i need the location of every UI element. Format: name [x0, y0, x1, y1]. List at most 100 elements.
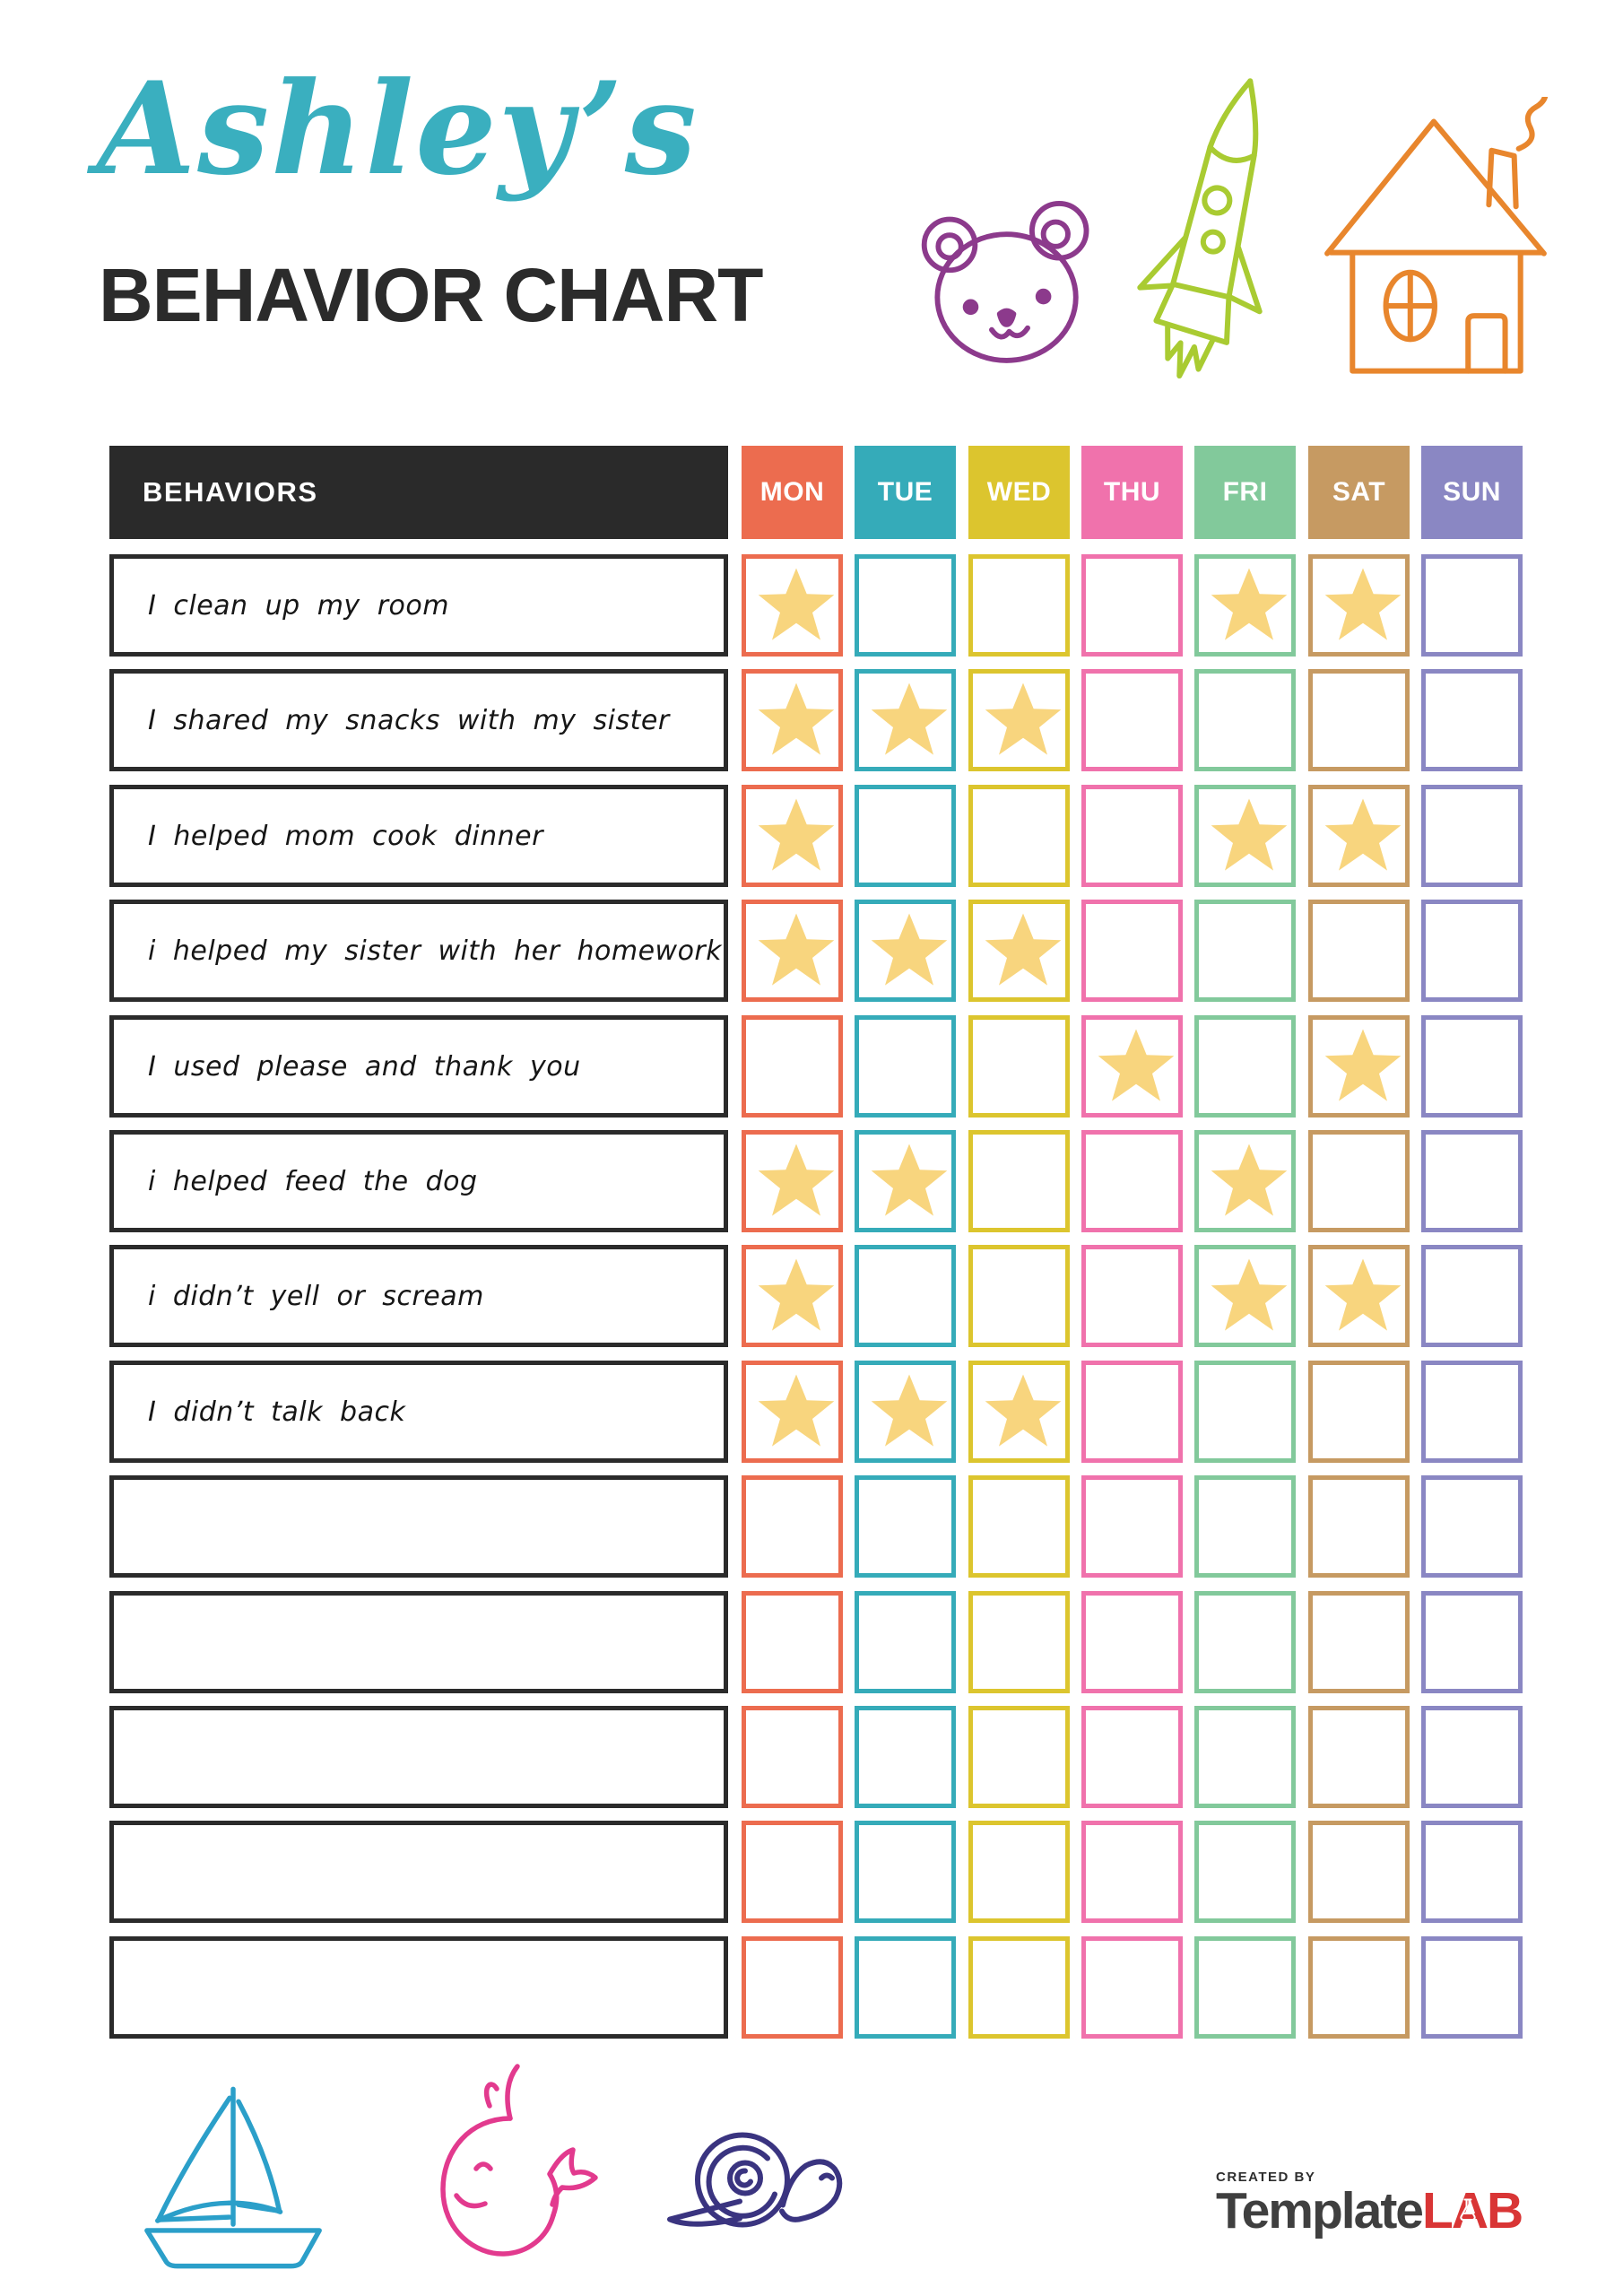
- star-icon: [871, 1374, 948, 1447]
- behavior-text: i didn’t yell or scream: [148, 1280, 484, 1312]
- cell-r4-wed: [968, 900, 1070, 1002]
- star-icon: [758, 683, 835, 755]
- cell-r10-sun: [1421, 1591, 1523, 1693]
- star-icon: [985, 1374, 1062, 1447]
- cell-r11-tue: [855, 1706, 956, 1808]
- cell-r3-sat: [1308, 785, 1410, 887]
- created-by-label: CREATED BY: [1216, 2170, 1316, 2185]
- cell-r2-tue: [855, 669, 956, 771]
- cell-r8-sat: [1308, 1361, 1410, 1463]
- behavior-row-label: I didn’t talk back: [109, 1361, 728, 1463]
- cell-r4-fri: [1194, 900, 1296, 1002]
- cell-r3-thu: [1081, 785, 1183, 887]
- behavior-text: i helped my sister with her homework: [148, 935, 723, 967]
- cell-r5-sun: [1421, 1015, 1523, 1118]
- whale-doodle-icon: [440, 2064, 598, 2257]
- brand-wordmark: TemplateLAB: [1216, 2186, 1523, 2237]
- cell-r10-wed: [968, 1591, 1070, 1693]
- cell-r7-tue: [855, 1245, 956, 1347]
- cell-r7-sat: [1308, 1245, 1410, 1347]
- cell-r6-sun: [1421, 1130, 1523, 1232]
- behavior-text: i helped feed the dog: [148, 1165, 478, 1197]
- behavior-row-label: [109, 1706, 728, 1808]
- star-icon: [985, 683, 1062, 755]
- behavior-row-label: I clean up my room: [109, 554, 728, 657]
- cell-r11-mon: [742, 1706, 843, 1808]
- behavior-text: I shared my snacks with my sister: [148, 704, 670, 736]
- day-header-sun: SUN: [1421, 446, 1523, 539]
- star-icon: [758, 1258, 835, 1331]
- day-header-sat: SAT: [1308, 446, 1410, 539]
- sailboat-doodle-icon: [144, 2086, 322, 2269]
- day-header-mon: MON: [742, 446, 843, 539]
- cell-r7-wed: [968, 1245, 1070, 1347]
- cell-r2-fri: [1194, 669, 1296, 771]
- page-title: BEHAVIOR CHART: [99, 253, 763, 337]
- star-icon: [1211, 1258, 1288, 1331]
- cell-r8-tue: [855, 1361, 956, 1463]
- cell-r3-mon: [742, 785, 843, 887]
- cell-r2-mon: [742, 669, 843, 771]
- cell-r8-fri: [1194, 1361, 1296, 1463]
- star-icon: [1324, 798, 1402, 871]
- behavior-text: I helped mom cook dinner: [148, 820, 543, 852]
- cell-r10-thu: [1081, 1591, 1183, 1693]
- cell-r1-sun: [1421, 554, 1523, 657]
- behavior-text: I clean up my room: [148, 589, 449, 622]
- cell-r6-tue: [855, 1130, 956, 1232]
- cell-r13-tue: [855, 1936, 956, 2039]
- cell-r6-fri: [1194, 1130, 1296, 1232]
- cell-r12-mon: [742, 1821, 843, 1923]
- cell-r8-sun: [1421, 1361, 1523, 1463]
- cell-r5-thu: [1081, 1015, 1183, 1118]
- cell-r8-mon: [742, 1361, 843, 1463]
- behavior-text: I didn’t talk back: [148, 1396, 406, 1428]
- cell-r12-wed: [968, 1821, 1070, 1923]
- cell-r6-thu: [1081, 1130, 1183, 1232]
- star-icon: [1211, 568, 1288, 640]
- behavior-row-label: [109, 1821, 728, 1923]
- cell-r13-sun: [1421, 1936, 1523, 2039]
- cell-r11-thu: [1081, 1706, 1183, 1808]
- star-icon: [758, 798, 835, 871]
- behavior-text: I used please and thank you: [148, 1050, 581, 1083]
- cell-r2-sun: [1421, 669, 1523, 771]
- behavior-row-label: I shared my snacks with my sister: [109, 669, 728, 771]
- cell-r12-sat: [1308, 1821, 1410, 1923]
- cell-r10-fri: [1194, 1591, 1296, 1693]
- cell-r13-sat: [1308, 1936, 1410, 2039]
- star-icon: [871, 683, 948, 755]
- star-icon: [758, 568, 835, 640]
- star-icon: [1324, 568, 1402, 640]
- star-icon: [758, 1374, 835, 1447]
- behaviors-column-header: BEHAVIORS: [109, 446, 728, 539]
- cell-r7-fri: [1194, 1245, 1296, 1347]
- cell-r11-sat: [1308, 1706, 1410, 1808]
- flask-icon: [1460, 2198, 1476, 2221]
- star-icon: [758, 913, 835, 986]
- cell-r11-wed: [968, 1706, 1070, 1808]
- day-header-fri: FRI: [1194, 446, 1296, 539]
- cell-r1-tue: [855, 554, 956, 657]
- cell-r13-mon: [742, 1936, 843, 2039]
- cell-r9-mon: [742, 1475, 843, 1578]
- bear-doodle-icon: [921, 201, 1089, 363]
- behavior-row-label: i didn’t yell or scream: [109, 1245, 728, 1347]
- cell-r11-sun: [1421, 1706, 1523, 1808]
- cell-r12-sun: [1421, 1821, 1523, 1923]
- cell-r10-mon: [742, 1591, 843, 1693]
- cell-r4-mon: [742, 900, 843, 1002]
- cell-r3-tue: [855, 785, 956, 887]
- star-icon: [1324, 1029, 1402, 1101]
- cell-r13-fri: [1194, 1936, 1296, 2039]
- cell-r9-tue: [855, 1475, 956, 1578]
- cell-r13-wed: [968, 1936, 1070, 2039]
- cell-r11-fri: [1194, 1706, 1296, 1808]
- cell-r1-wed: [968, 554, 1070, 657]
- creator-logo: CREATED BY TemplateLAB: [1216, 2170, 1523, 2237]
- cell-r3-sun: [1421, 785, 1523, 887]
- cell-r3-fri: [1194, 785, 1296, 887]
- cell-r1-thu: [1081, 554, 1183, 657]
- star-icon: [871, 1144, 948, 1216]
